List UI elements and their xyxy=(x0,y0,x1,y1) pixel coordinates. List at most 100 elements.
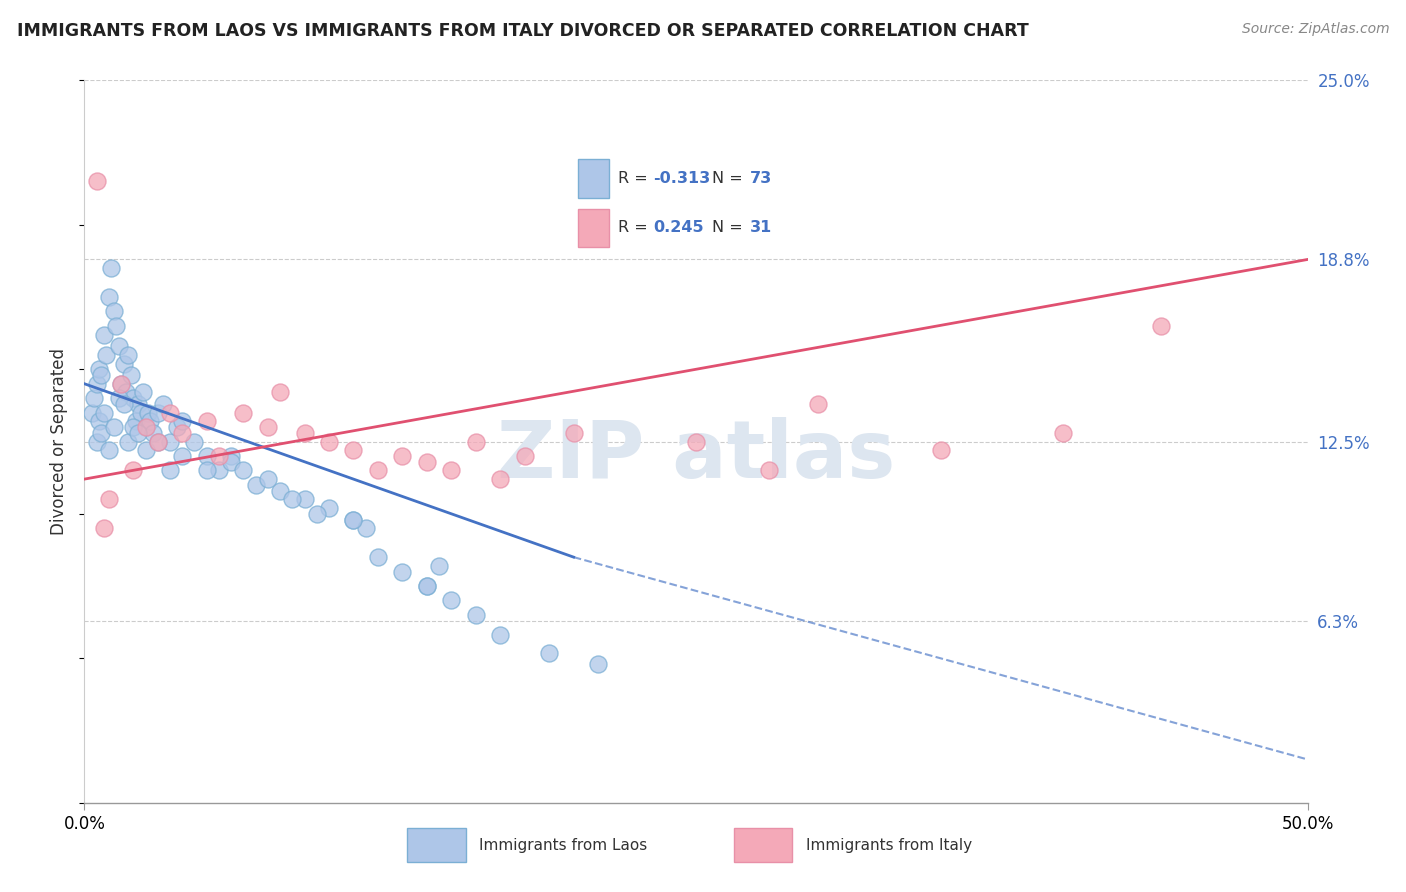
Point xyxy=(159,463,181,477)
Point xyxy=(807,397,830,411)
Point xyxy=(135,420,157,434)
Point xyxy=(489,628,512,642)
Point xyxy=(83,391,105,405)
Y-axis label: Divorced or Separated: Divorced or Separated xyxy=(51,348,69,535)
Point xyxy=(195,449,218,463)
Point xyxy=(103,420,125,434)
Point xyxy=(195,463,218,477)
Point xyxy=(367,463,389,477)
Point xyxy=(318,434,340,449)
Point xyxy=(172,425,194,440)
Bar xyxy=(734,828,793,863)
Point xyxy=(159,406,181,420)
Bar xyxy=(406,828,465,863)
Point xyxy=(90,425,112,440)
Point xyxy=(367,550,389,565)
Text: 31: 31 xyxy=(751,220,772,235)
Point xyxy=(110,376,132,391)
Point xyxy=(96,348,118,362)
Point xyxy=(294,425,316,440)
Point xyxy=(112,357,135,371)
Point xyxy=(152,397,174,411)
Text: Immigrants from Laos: Immigrants from Laos xyxy=(478,838,647,853)
Point xyxy=(232,463,254,477)
Point xyxy=(391,565,413,579)
Point xyxy=(105,318,128,333)
Point xyxy=(464,607,486,622)
Point xyxy=(232,406,254,420)
Text: Source: ZipAtlas.com: Source: ZipAtlas.com xyxy=(1241,22,1389,37)
Point xyxy=(1052,425,1074,440)
Point xyxy=(87,414,110,428)
Text: N =: N = xyxy=(711,171,748,186)
Point xyxy=(86,174,108,188)
Point xyxy=(122,391,145,405)
Point xyxy=(117,348,139,362)
Point xyxy=(305,507,328,521)
Text: ZIP atlas: ZIP atlas xyxy=(496,417,896,495)
Point xyxy=(538,646,561,660)
Text: IMMIGRANTS FROM LAOS VS IMMIGRANTS FROM ITALY DIVORCED OR SEPARATED CORRELATION : IMMIGRANTS FROM LAOS VS IMMIGRANTS FROM … xyxy=(17,22,1029,40)
Text: 0.245: 0.245 xyxy=(654,220,704,235)
Point xyxy=(269,483,291,498)
Point xyxy=(342,512,364,526)
Point xyxy=(90,368,112,382)
Point xyxy=(219,449,242,463)
Point xyxy=(294,492,316,507)
Point xyxy=(146,434,169,449)
Point xyxy=(97,492,120,507)
Point xyxy=(245,478,267,492)
Point xyxy=(427,558,450,573)
Point xyxy=(195,414,218,428)
Point xyxy=(135,443,157,458)
Point xyxy=(142,425,165,440)
Point xyxy=(97,290,120,304)
Point xyxy=(135,420,157,434)
Point xyxy=(586,657,609,671)
Point xyxy=(281,492,304,507)
Point xyxy=(416,579,439,593)
Point xyxy=(110,376,132,391)
Point xyxy=(342,512,364,526)
Point xyxy=(269,385,291,400)
Point xyxy=(129,406,152,420)
Point xyxy=(416,579,439,593)
Point xyxy=(107,391,129,405)
Point xyxy=(318,501,340,516)
Point xyxy=(107,339,129,353)
Bar xyxy=(578,209,609,247)
Point xyxy=(117,434,139,449)
Point xyxy=(146,434,169,449)
Point xyxy=(354,521,377,535)
Point xyxy=(103,304,125,318)
Point xyxy=(416,455,439,469)
Point xyxy=(120,368,142,382)
Point xyxy=(183,434,205,449)
Point xyxy=(391,449,413,463)
Point xyxy=(136,406,159,420)
Point xyxy=(97,443,120,458)
Text: R =: R = xyxy=(619,171,654,186)
Point xyxy=(93,521,115,535)
Point xyxy=(139,414,162,428)
Point xyxy=(257,420,280,434)
Bar xyxy=(578,160,609,198)
Text: N =: N = xyxy=(711,220,748,235)
Point xyxy=(127,397,149,411)
Text: -0.313: -0.313 xyxy=(654,171,710,186)
Point xyxy=(122,420,145,434)
Point xyxy=(80,406,103,420)
Point xyxy=(489,472,512,486)
Point xyxy=(127,425,149,440)
Point xyxy=(440,593,463,607)
Point xyxy=(342,443,364,458)
Point xyxy=(93,406,115,420)
Point xyxy=(86,434,108,449)
Point xyxy=(159,434,181,449)
Point xyxy=(208,449,231,463)
Point xyxy=(172,414,194,428)
Point xyxy=(208,463,231,477)
Point xyxy=(1150,318,1173,333)
Point xyxy=(172,449,194,463)
Point xyxy=(112,397,135,411)
